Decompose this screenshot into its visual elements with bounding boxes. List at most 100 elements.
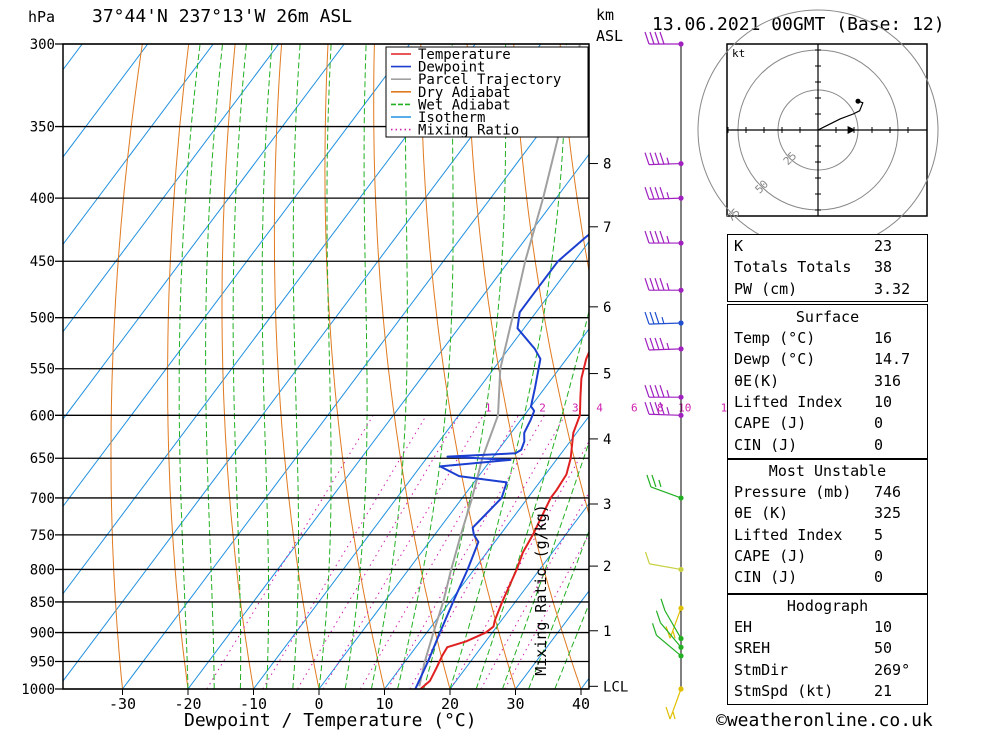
wind-barb-feather — [660, 598, 666, 611]
stat-value: 10 — [874, 618, 893, 636]
altitude-tick-label: 4 — [603, 432, 611, 448]
legend-entry: Temperature — [418, 47, 511, 63]
wind-barb-half-feather — [666, 192, 670, 200]
wind-barb-feather — [654, 384, 660, 398]
stat-label: StmDir — [734, 660, 789, 679]
indices-row: K 23 — [732, 236, 923, 257]
pressure-tick-label: 600 — [30, 408, 55, 424]
mixing-ratio-label: 3 — [572, 401, 579, 414]
wind-barb-feather — [665, 706, 671, 720]
altitude-tick-label: 5 — [603, 367, 611, 383]
wind-barb-dot — [678, 635, 684, 642]
km-unit-label: km — [596, 6, 614, 24]
pressure-tick-label: 650 — [30, 451, 55, 467]
altitude-tick-label: 8 — [603, 157, 611, 173]
wind-barb-feather — [655, 610, 661, 623]
wind-barb-feather — [649, 384, 655, 398]
y2-axis-title: Mixing Ratio (g/kg) — [532, 504, 550, 676]
dry-adiabat-line — [273, 44, 320, 689]
wind-barb-feather — [654, 230, 660, 244]
stat-label: Pressure (mb) — [734, 483, 852, 501]
wind-barb-feather — [654, 402, 660, 415]
mixing-ratio-label: 2 — [539, 401, 546, 414]
wind-barb-feather — [649, 31, 655, 45]
isotherm-line — [63, 44, 542, 682]
wind-barb-feather — [644, 152, 650, 165]
legend-entry: Isotherm — [418, 110, 485, 126]
hodograph-unit: kt — [732, 47, 745, 60]
temperature-tick-label: 0 — [314, 695, 323, 713]
wind-barb — [651, 623, 684, 659]
stat-label: CIN (J) — [734, 568, 798, 587]
dry-adiabat-line — [110, 44, 143, 689]
surface-title: Surface — [795, 308, 860, 326]
wind-barb-feather — [649, 230, 655, 244]
mixing-ratio-line — [504, 533, 589, 689]
wind-barb-feather — [654, 187, 660, 200]
pressure-axis: 300 350 400 450 500 550 600 650 700 750 800 850 900 9… — [21, 37, 55, 698]
stat-value: 269° — [874, 660, 911, 679]
stat-label: Temp (°C) — [734, 329, 816, 347]
hodograph-endpoint — [855, 98, 861, 104]
stat-label: Dewp (°C) — [734, 350, 816, 369]
pressure-tick-label: 700 — [30, 491, 55, 507]
isotherm-line — [63, 44, 149, 158]
wind-barb-feather — [659, 337, 665, 351]
mixing-ratio-line — [450, 440, 589, 689]
wind-barb-feather — [649, 152, 655, 165]
wind-barb-staff — [669, 607, 682, 639]
pressure-tick-label: 900 — [30, 626, 55, 642]
isotherm-line — [63, 44, 476, 595]
wind-barb-half-feather — [666, 407, 670, 415]
wind-barb-half-feather — [672, 711, 676, 720]
wind-barb-feather — [659, 152, 665, 165]
most-unstable-row: CAPE (J) 0 — [732, 546, 923, 567]
temperature-tick-label: -20 — [174, 695, 201, 713]
wind-barb-half-feather — [666, 157, 670, 165]
stat-label: CAPE (J) — [734, 546, 807, 565]
most-unstable-row: θE (K) 325 — [732, 503, 923, 524]
wind-barb-feather — [646, 474, 652, 488]
temperature-tick-label: 20 — [441, 695, 459, 713]
wind-barb-half-feather — [658, 479, 662, 488]
wind-profile — [644, 31, 684, 720]
most-unstable-table: Most Unstable Pressure (mb) 746 θE (K) 325 L… — [727, 459, 928, 594]
wind-barb-feather — [654, 152, 660, 165]
altitude-tick-label: 1 — [603, 624, 611, 640]
hodograph-stats-row: EH 10 — [732, 617, 923, 638]
wet-adiabat-line — [370, 44, 408, 689]
altitude-tick-label: 2 — [603, 559, 611, 575]
indices-row: Totals Totals 38 — [732, 257, 923, 278]
footer-credit[interactable]: ©weatheronline.co.uk — [716, 710, 933, 731]
altitude-tick-label: LCL — [603, 679, 628, 695]
stat-value: 5 — [874, 525, 884, 544]
stat-value: 3.32 — [874, 279, 911, 298]
wind-barb-half-feather — [666, 235, 670, 244]
pressure-tick-label: 850 — [30, 595, 55, 611]
wind-barb — [644, 337, 684, 352]
altitude-axis: 8 7 6 5 4 3 2 1 LCL — [589, 157, 628, 695]
indices-row: PW (cm) 3.32 — [732, 279, 923, 300]
hodograph-stats-row: StmSpd (kt) 21 — [732, 681, 923, 702]
stat-label: StmSpd (kt) — [734, 681, 834, 700]
wet-adiabat-line — [318, 44, 332, 689]
wet-adiabat-line — [178, 44, 201, 689]
wind-barb-feather — [654, 311, 660, 325]
wind-barb — [644, 277, 684, 293]
stat-label: θE(K) — [734, 371, 780, 390]
wet-adiabat-line — [261, 44, 273, 689]
wind-barb-feather — [651, 474, 657, 488]
wind-barb-feather — [644, 311, 650, 325]
stat-value: 21 — [874, 681, 893, 700]
wet-adiabat-line — [344, 44, 368, 689]
surface-row: Lifted Index 10 — [732, 392, 923, 413]
dry-adiabat-line — [466, 44, 582, 689]
wet-adiabat-line — [205, 44, 223, 689]
profile-dewpoint — [414, 233, 589, 689]
stat-label: Lifted Index — [734, 392, 843, 411]
surface-table: Surface Temp (°C) 16 Dewp (°C) 14.7 θE(K) 316… — [727, 304, 928, 459]
legend-entry: Dry Adiabat — [418, 85, 511, 101]
mixing-ratio-label: 6 — [631, 401, 638, 414]
